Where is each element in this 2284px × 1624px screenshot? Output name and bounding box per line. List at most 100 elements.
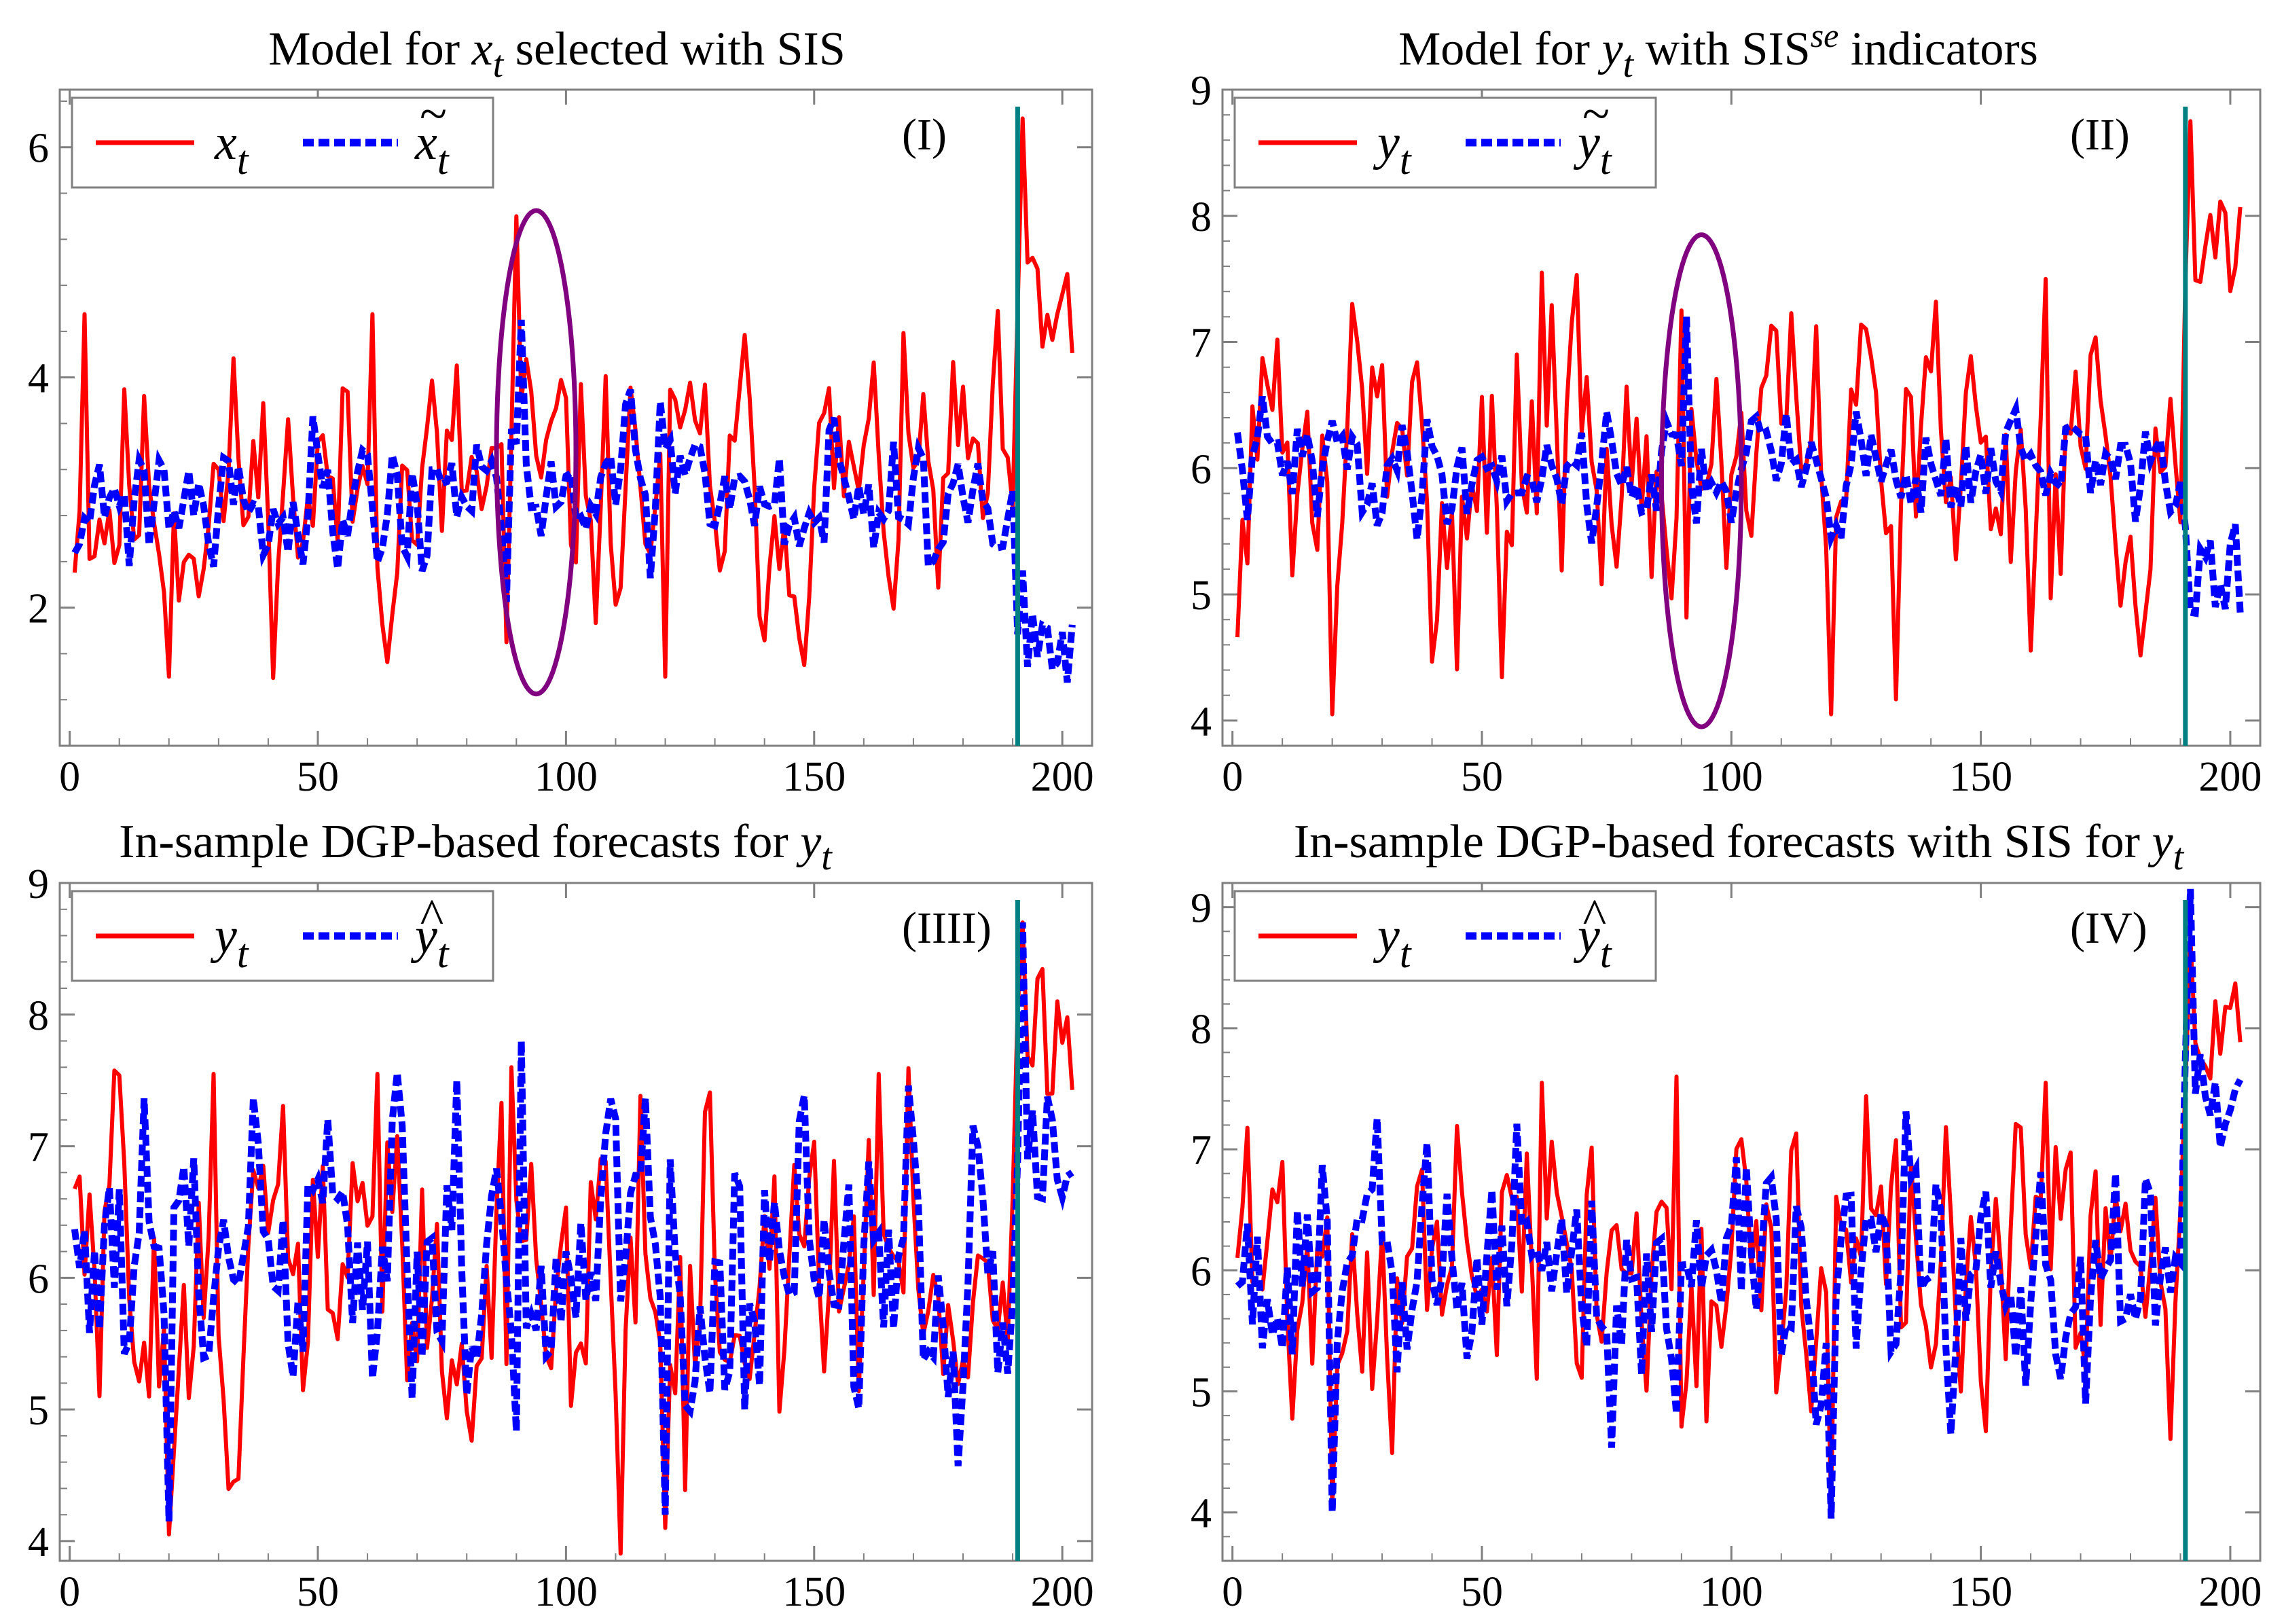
legend-variable: y: [1373, 908, 1400, 964]
legend-subscript: t: [437, 931, 450, 976]
x-tick-label: 50: [297, 1569, 339, 1615]
legend-accent: ^: [419, 889, 443, 945]
legend-variable: y: [1573, 115, 1600, 170]
title-text: In-sample DGP-based forecasts for: [119, 816, 800, 868]
y-tick-label: 9: [1191, 68, 1212, 114]
legend-accent: ~: [419, 86, 446, 142]
x-tick-label: 200: [1031, 1569, 1094, 1615]
legend-variable: y: [210, 908, 237, 964]
x-tick-label: 0: [1222, 1569, 1243, 1615]
title-subscript: t: [2173, 836, 2185, 878]
y-tick-label: 6: [1191, 446, 1212, 492]
x-tick-label: 150: [782, 754, 846, 800]
title-text: selected with SIS: [503, 23, 846, 75]
title-text: In-sample DGP-based forecasts with SIS f…: [1294, 816, 2152, 868]
legend-accent: ~: [1582, 86, 1609, 142]
x-tick-label: 0: [1222, 754, 1243, 800]
legend-variable: x: [214, 115, 237, 170]
x-tick-label: 200: [1031, 754, 1094, 800]
x-tick-label: 100: [1700, 754, 1763, 800]
chart-title: In-sample DGP-based forecasts with SIS f…: [1294, 816, 2185, 878]
legend-subscript: t: [1600, 931, 1612, 976]
x-tick-label: 100: [534, 754, 598, 800]
legend-label: yt: [1373, 908, 1412, 976]
y-tick-label: 6: [1191, 1248, 1212, 1295]
title-subscript: t: [821, 836, 833, 878]
x-tick-label: 50: [1461, 1569, 1503, 1615]
legend-label: yt: [1373, 115, 1412, 183]
title-variable: y: [796, 816, 822, 868]
y-tick-label: 7: [1191, 1127, 1212, 1174]
series-fitted-line: [1235, 888, 2244, 1519]
legend-label: yt: [410, 908, 450, 976]
title-subscript: t: [1623, 43, 1635, 86]
highlight-ellipse: [494, 208, 579, 697]
panel-4: In-sample DGP-based forecasts with SIS f…: [1191, 816, 2262, 1615]
panel-label: (IIII): [902, 903, 992, 953]
title-subscript: t: [493, 43, 505, 86]
legend-subscript: t: [237, 931, 249, 976]
legend-variable: y: [1573, 908, 1600, 964]
legend-label: xt: [414, 115, 450, 183]
y-tick-label: 8: [28, 993, 49, 1039]
legend-variable: x: [414, 115, 437, 170]
legend-variable: y: [1373, 115, 1400, 170]
legend-label: xt: [214, 115, 249, 183]
title-text: with SIS: [1633, 23, 1811, 75]
title-variable: x: [471, 23, 493, 75]
y-tick-label: 9: [28, 861, 49, 907]
x-tick-label: 50: [297, 754, 339, 800]
title-text: Model for: [1398, 23, 1601, 75]
legend-label: yt: [210, 908, 249, 976]
plot-frame: [58, 882, 1093, 1562]
legend-subscript: t: [437, 138, 450, 183]
x-tick-label: 0: [59, 1569, 80, 1615]
y-tick-label: 8: [1191, 194, 1212, 240]
title-text: indicators: [1838, 23, 2038, 75]
series-fitted-line: [71, 922, 1074, 1522]
legend-accent: ^: [1582, 889, 1606, 945]
y-tick-label: 4: [1191, 1491, 1212, 1537]
y-tick-label: 5: [1191, 573, 1212, 619]
y-tick-label: 4: [28, 1519, 49, 1566]
title-superscript: se: [1811, 16, 1839, 54]
x-tick-label: 150: [1949, 1569, 2012, 1615]
y-tick-label: 4: [28, 356, 49, 402]
chart-title: Model for yt with SISse indicators: [1398, 16, 2038, 86]
x-tick-label: 100: [534, 1569, 598, 1615]
y-tick-label: 5: [28, 1388, 49, 1434]
panel-label: (II): [2070, 110, 2130, 160]
chart-title: In-sample DGP-based forecasts for yt: [119, 816, 833, 878]
y-tick-label: 8: [1191, 1007, 1212, 1053]
x-tick-label: 200: [2198, 1569, 2262, 1615]
title-variable: y: [1597, 23, 1623, 75]
legend-subscript: t: [1400, 138, 1412, 183]
x-tick-label: 100: [1700, 1569, 1763, 1615]
legend-subscript: t: [237, 138, 249, 183]
y-tick-label: 9: [1191, 886, 1212, 932]
x-tick-label: 150: [1949, 754, 2012, 800]
title-variable: y: [2147, 816, 2173, 868]
x-tick-label: 200: [2198, 754, 2262, 800]
y-tick-label: 6: [28, 1256, 49, 1302]
x-tick-label: 0: [59, 754, 80, 800]
panel-3: In-sample DGP-based forecasts for yt0 50 1…: [28, 816, 1094, 1615]
series-fitted-line: [1234, 317, 2244, 617]
legend-label: yt: [1573, 908, 1612, 976]
chart-title: Model for xt selected with SIS: [268, 23, 846, 86]
y-tick-label: 4: [1191, 699, 1212, 745]
legend-subscript: t: [1400, 931, 1412, 976]
legend-subscript: t: [1600, 138, 1612, 183]
y-tick-label: 6: [28, 126, 49, 172]
plot-frame: [58, 88, 1093, 747]
title-text: Model for: [268, 23, 471, 75]
panel-label: (IV): [2070, 903, 2147, 953]
x-tick-label: 150: [782, 1569, 846, 1615]
legend-label: yt: [1573, 115, 1612, 183]
y-tick-label: 5: [1191, 1370, 1212, 1416]
highlight-ellipse: [1658, 232, 1744, 729]
panel-label: (I): [902, 110, 947, 160]
